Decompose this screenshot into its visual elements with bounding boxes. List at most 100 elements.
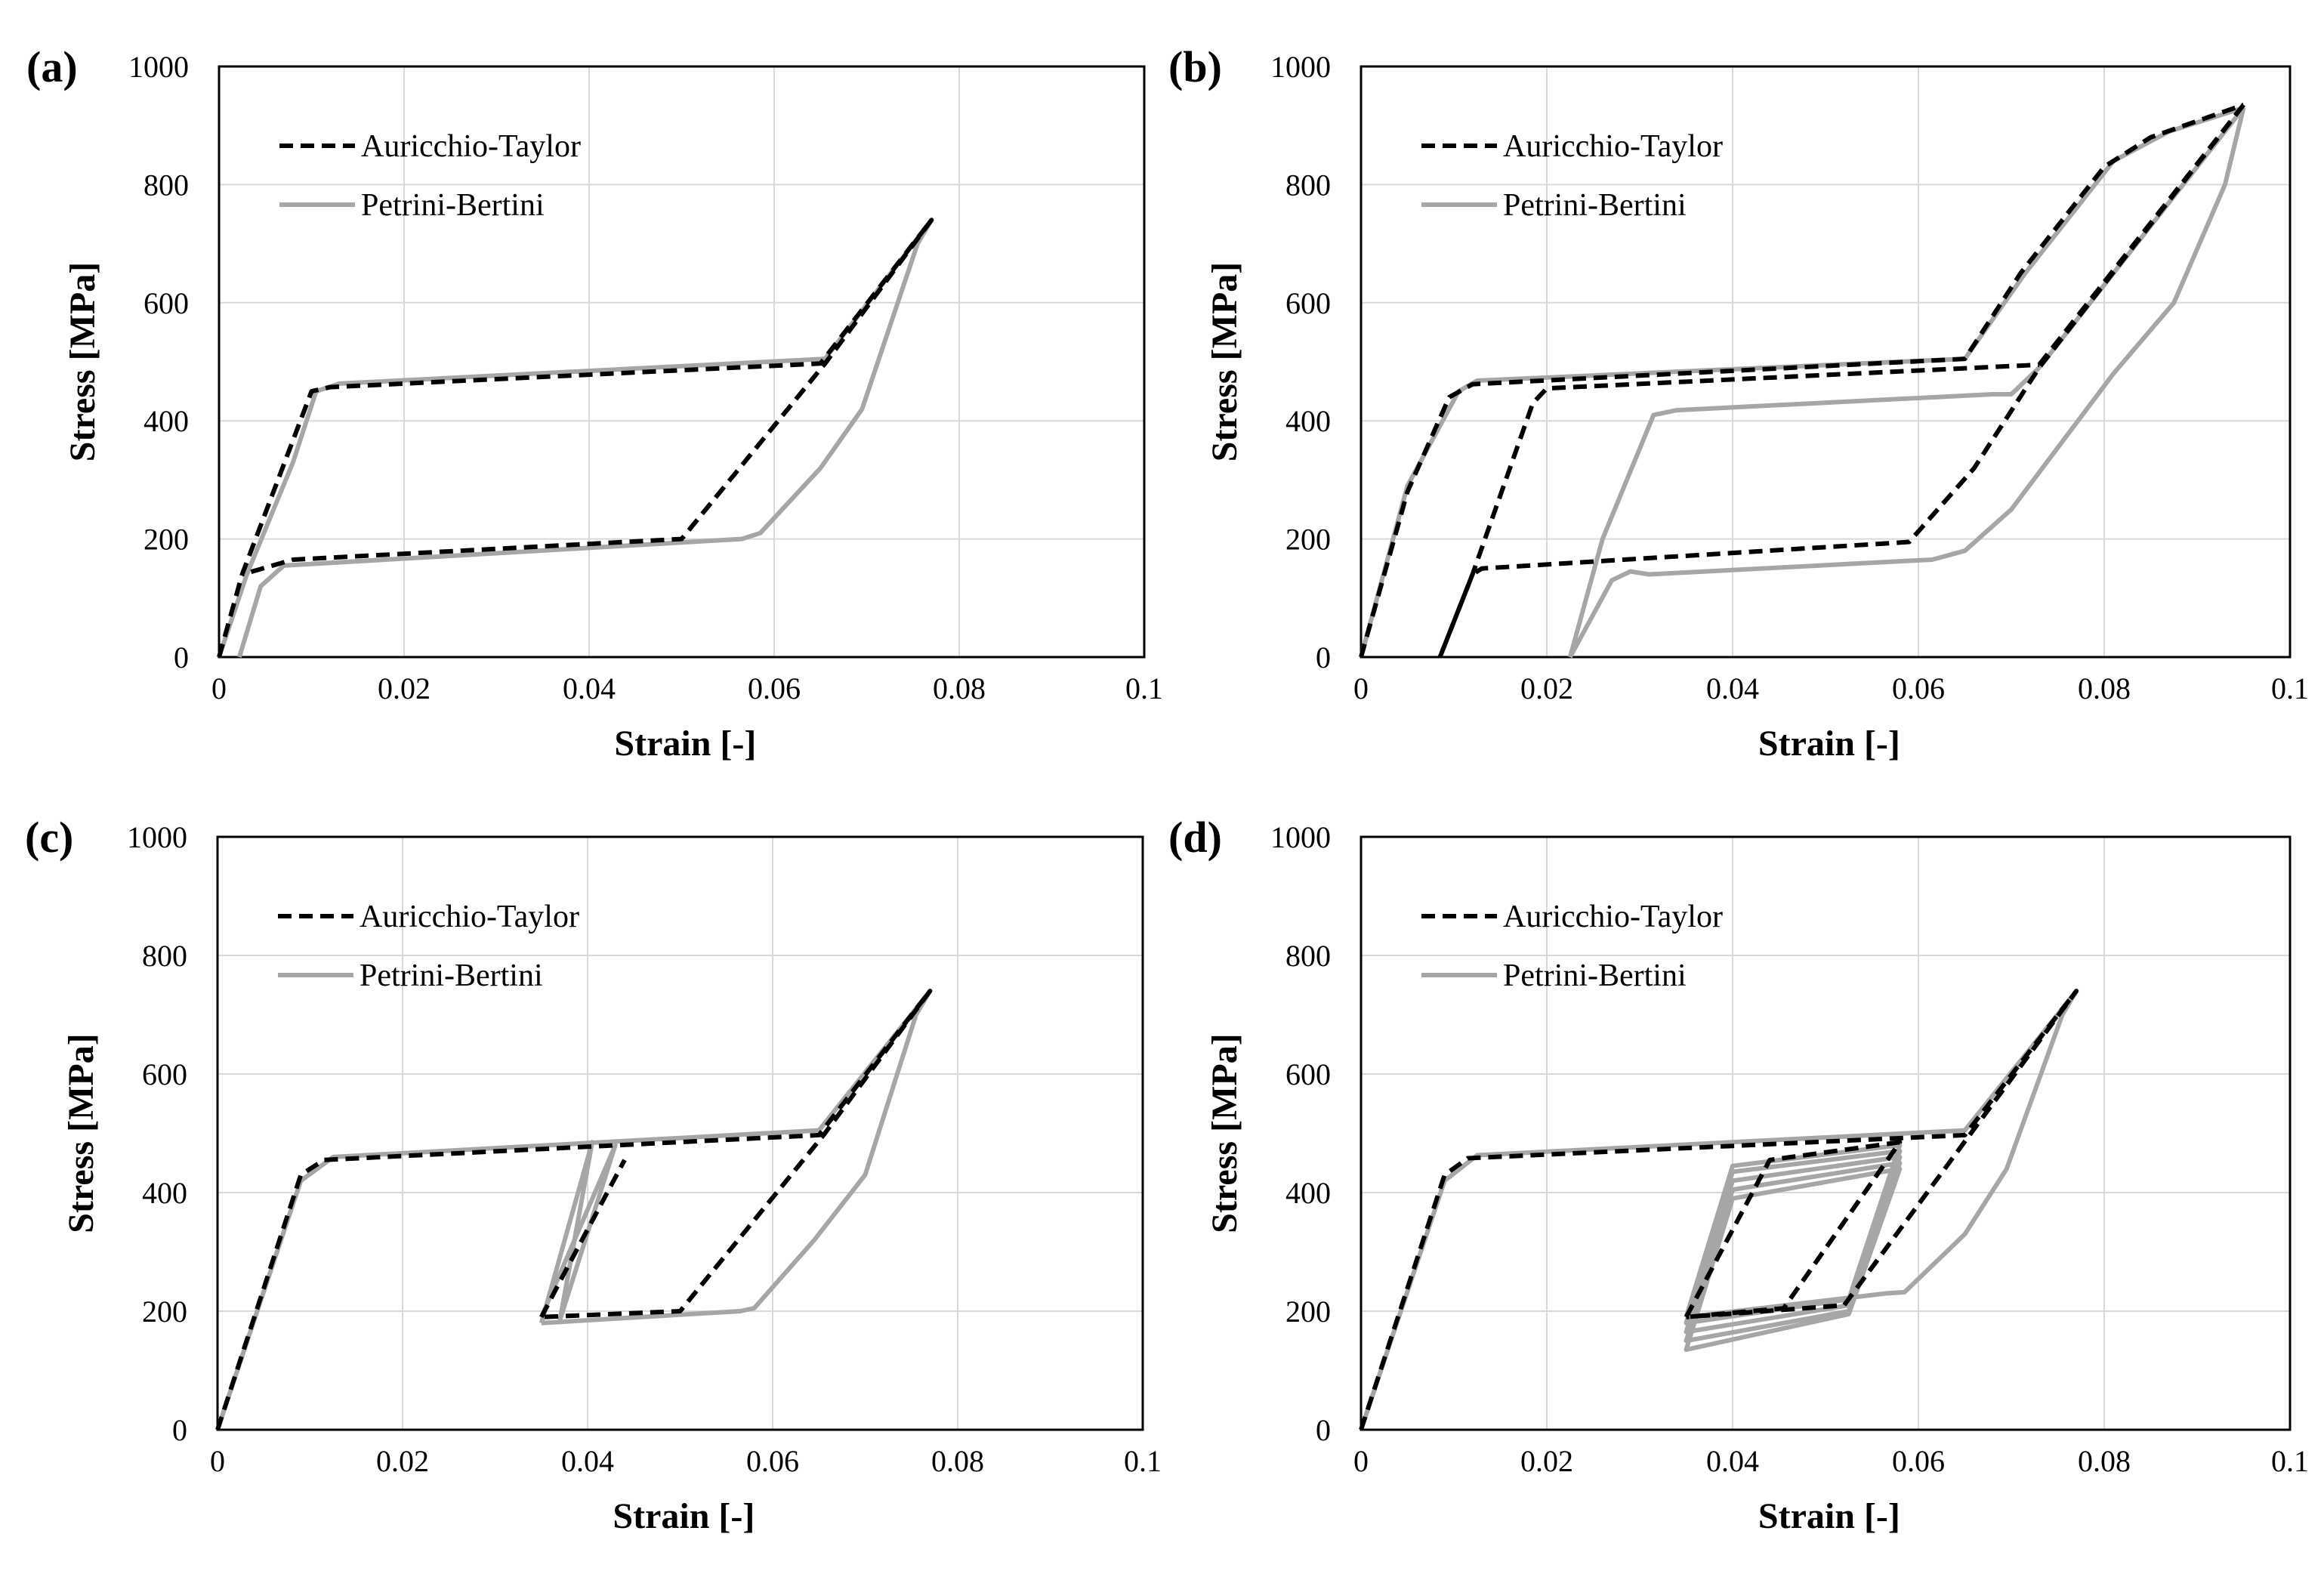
x-tick-label: 0.08 — [2078, 1444, 2131, 1478]
y-tick-label: 800 — [142, 939, 187, 973]
y-tick-label: 800 — [1285, 939, 1331, 973]
y-tick-label: 600 — [142, 1057, 187, 1091]
x-tick-label: 0 — [211, 671, 227, 705]
legend-label: Auricchio-Taylor — [360, 900, 579, 934]
x-tick-label: 0 — [210, 1444, 225, 1478]
curve-auricchio-taylor — [539, 1159, 627, 1319]
y-tick-label: 1000 — [128, 50, 189, 84]
panel-label: (c) — [25, 813, 73, 862]
legend-label: Petrini-Bertini — [360, 958, 543, 993]
x-tick-label: 0.06 — [1892, 1444, 1945, 1478]
curve-petrini-bertini — [1684, 1143, 1903, 1352]
series-auricchio-taylor — [217, 218, 934, 658]
y-tick-label: 1000 — [127, 820, 187, 854]
plot-frame — [216, 835, 1144, 1431]
curve-auricchio-taylor — [1437, 103, 2245, 659]
curve-petrini-bertini — [1568, 106, 2246, 659]
x-tick-label: 0 — [1353, 671, 1369, 705]
y-axis-title: Stress [MPa] — [61, 1033, 101, 1233]
curve-petrini-bertini — [1567, 366, 2041, 658]
y-tick-label: 200 — [142, 1295, 187, 1329]
series-petrini-bertini — [217, 218, 934, 658]
x-tick-label: 0.08 — [933, 671, 986, 705]
curve-petrini-bertini — [539, 1140, 595, 1324]
plot-frame — [1360, 65, 2292, 659]
x-tick-label: 0.04 — [561, 1444, 614, 1478]
series-auricchio-taylor — [1359, 102, 2245, 659]
y-tick-label: 400 — [1285, 1176, 1331, 1210]
y-tick-label: 200 — [144, 523, 189, 557]
x-tick-label: 0.1 — [2271, 671, 2309, 705]
curve-auricchio-taylor — [1684, 1140, 1903, 1319]
x-tick-label: 0.08 — [931, 1444, 984, 1478]
y-tick-label: 400 — [1285, 404, 1331, 438]
curve-petrini-bertini — [217, 218, 934, 658]
curve-petrini-bertini — [539, 1143, 618, 1321]
curve-petrini-bertini — [1359, 989, 2079, 1430]
curve-auricchio-taylor — [217, 218, 934, 658]
curve-petrini-bertini — [215, 989, 933, 1430]
x-tick-label: 0.04 — [1706, 1444, 1759, 1478]
x-tick-label: 0.02 — [376, 1444, 429, 1478]
series-petrini-bertini — [215, 989, 933, 1430]
legend-label: Petrini-Bertini — [1503, 188, 1687, 223]
x-tick-label: 0.06 — [748, 671, 801, 705]
series-auricchio-taylor — [1359, 989, 2079, 1430]
x-tick-label: 0.06 — [1892, 671, 1945, 705]
panel-label: (b) — [1168, 42, 1222, 91]
chart-panel-1: 0 0.02 0.04 0.06 0.08 0.1 0 200 400 600 800 1000 Str… — [26, 42, 1163, 764]
y-tick-label: 800 — [144, 168, 189, 202]
curve-auricchio-taylor — [1359, 989, 2079, 1430]
x-tick-label: 0.1 — [1124, 1444, 1162, 1478]
curve-auricchio-taylor — [2037, 103, 2245, 366]
chart-panel-2: 0 0.02 0.04 0.06 0.08 0.1 0 200 400 600 800 1000 Str… — [1168, 42, 2309, 764]
y-tick-label: 400 — [142, 1176, 187, 1210]
plot-frame — [1360, 835, 2292, 1431]
legend-label: Auricchio-Taylor — [361, 129, 581, 164]
x-tick-label: 0.04 — [563, 671, 616, 705]
x-axis-title: Strain [-] — [1758, 1496, 1900, 1536]
legend-label: Auricchio-Taylor — [1503, 900, 1723, 934]
y-tick-label: 0 — [172, 1413, 187, 1447]
y-tick-label: 0 — [174, 640, 189, 674]
y-tick-label: 600 — [144, 286, 189, 320]
x-tick-label: 0.02 — [1520, 671, 1573, 705]
curve-auricchio-taylor — [215, 989, 933, 1430]
chart-panel-4: 0 0.02 0.04 0.06 0.08 0.1 0 200 400 600 800 1000 Str… — [1168, 813, 2309, 1536]
panel-label: (a) — [26, 42, 78, 91]
curve-auricchio-taylor — [1359, 102, 2245, 658]
x-tick-label: 0.08 — [2078, 671, 2131, 705]
y-tick-label: 800 — [1285, 168, 1331, 202]
x-axis-title: Strain [-] — [614, 724, 756, 764]
y-tick-label: 0 — [1316, 1413, 1331, 1447]
x-axis-title: Strain [-] — [613, 1496, 755, 1536]
x-tick-label: 0.06 — [746, 1444, 799, 1478]
plot-frame — [218, 65, 1146, 659]
y-tick-label: 1000 — [1270, 50, 1331, 84]
x-tick-label: 0 — [1353, 1444, 1369, 1478]
x-axis-title: Strain [-] — [1758, 724, 1900, 764]
panel-label: (d) — [1168, 813, 1222, 862]
y-tick-label: 600 — [1285, 286, 1331, 320]
legend-label: Auricchio-Taylor — [1503, 129, 1723, 164]
legend-label: Petrini-Bertini — [361, 188, 545, 223]
x-tick-label: 0.02 — [1520, 1444, 1573, 1478]
series-auricchio-taylor — [215, 989, 933, 1430]
y-axis-title: Stress [MPa] — [1205, 262, 1245, 461]
y-tick-label: 400 — [144, 404, 189, 438]
series-petrini-bertini — [1359, 989, 2079, 1430]
y-tick-label: 0 — [1316, 640, 1331, 674]
curve-auricchio-taylor — [1437, 362, 2040, 659]
x-tick-label: 0.1 — [2271, 1444, 2309, 1478]
y-axis-title: Stress [MPa] — [1205, 1033, 1245, 1233]
chart-panel-3: 0 0.02 0.04 0.06 0.08 0.1 0 200 400 600 800 1000 Str… — [25, 813, 1162, 1536]
x-tick-label: 0.1 — [1125, 671, 1163, 705]
y-tick-label: 200 — [1285, 1295, 1331, 1329]
y-tick-label: 200 — [1285, 523, 1331, 557]
legend-label: Petrini-Bertini — [1503, 958, 1687, 993]
x-tick-label: 0.04 — [1706, 671, 1759, 705]
y-tick-label: 1000 — [1270, 820, 1331, 854]
y-tick-label: 600 — [1285, 1057, 1331, 1091]
x-tick-label: 0.02 — [378, 671, 431, 705]
